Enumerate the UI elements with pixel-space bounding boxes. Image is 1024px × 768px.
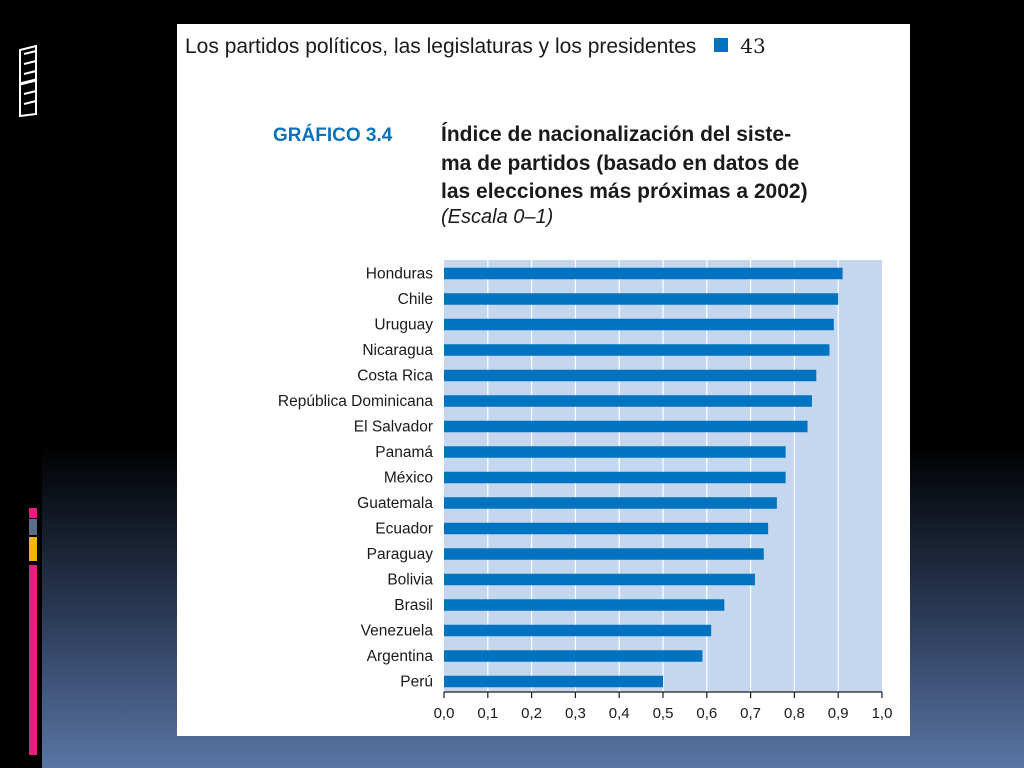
- x-tick-label: 0,5: [653, 705, 674, 722]
- header-text: Los partidos políticos, las legislaturas…: [185, 35, 697, 58]
- x-tick-label: 0,3: [565, 705, 586, 722]
- bar: [444, 522, 769, 535]
- category-label: Venezuela: [361, 623, 434, 640]
- bar: [444, 599, 725, 611]
- bar: [444, 471, 786, 484]
- x-tick-label: 0,4: [609, 705, 630, 722]
- bar: [444, 650, 703, 662]
- accent-bar-pink-top: [29, 508, 37, 518]
- category-label: Guatemala: [357, 495, 433, 512]
- bar: [444, 395, 812, 407]
- running-header: Los partidos políticos, las legislaturas…: [185, 34, 905, 59]
- category-label: Chile: [398, 291, 433, 308]
- x-tick-label: 0,1: [477, 705, 498, 722]
- category-label: Argentina: [367, 648, 434, 665]
- category-label: República Dominicana: [278, 393, 433, 410]
- bar: [444, 548, 764, 560]
- category-label: Nicaragua: [362, 342, 433, 359]
- category-label: Brasil: [394, 597, 433, 614]
- x-tick-label: 0,8: [784, 705, 805, 722]
- chart-title: Índice de nacionalización del siste- ma …: [441, 123, 808, 203]
- x-tick-label: 0,7: [740, 705, 761, 722]
- bar: [444, 293, 839, 305]
- category-label: Ecuador: [375, 521, 433, 538]
- page-number: 43: [740, 34, 766, 58]
- category-label: El Salvador: [354, 419, 433, 436]
- bar: [444, 344, 830, 356]
- x-tick-label: 0,6: [696, 705, 717, 722]
- bar: [444, 369, 817, 382]
- x-tick-label: 0,0: [434, 705, 455, 722]
- bar: [444, 675, 663, 688]
- bar: [444, 497, 777, 509]
- accent-bar-pink-long: [29, 565, 37, 755]
- x-tick-label: 0,9: [828, 705, 849, 722]
- bar: [444, 267, 843, 280]
- book-page: Los partidos políticos, las legislaturas…: [177, 24, 910, 736]
- accent-bar-yellow: [29, 537, 37, 561]
- category-label: Honduras: [366, 266, 433, 283]
- document-stack-icon: [19, 44, 37, 118]
- accent-bar-slate: [29, 519, 37, 535]
- category-label: México: [384, 470, 433, 487]
- category-label: Costa Rica: [357, 368, 433, 385]
- bar: [444, 624, 712, 637]
- category-label: Uruguay: [374, 317, 433, 334]
- category-label: Perú: [400, 674, 433, 691]
- category-label: Bolivia: [387, 572, 433, 589]
- bar: [444, 420, 808, 433]
- bar: [444, 446, 786, 458]
- chart-label: GRÁFICO 3.4: [273, 125, 393, 146]
- category-label: Panamá: [375, 444, 433, 461]
- header-square-icon: [714, 38, 729, 52]
- bar: [444, 573, 755, 586]
- bar: [444, 318, 834, 331]
- bar-chart: Honduras Chile Uruguay Nicaragua Costa Rica R…: [278, 260, 893, 722]
- x-tick-label: 1,0: [872, 705, 893, 722]
- category-label: Paraguay: [367, 546, 434, 563]
- x-tick-label: 0,2: [521, 705, 542, 722]
- chart-subtitle: (Escala 0–1): [441, 206, 554, 228]
